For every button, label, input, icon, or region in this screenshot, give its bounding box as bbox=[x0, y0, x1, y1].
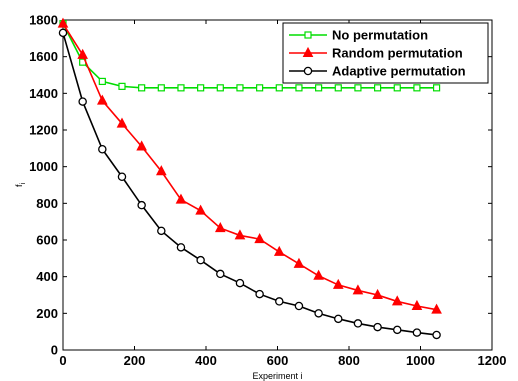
series-random-permutation bbox=[57, 17, 442, 314]
triangle-marker bbox=[155, 165, 167, 176]
circle-marker bbox=[78, 97, 87, 106]
circle-marker bbox=[255, 289, 264, 299]
circle-marker bbox=[157, 226, 166, 236]
legend-item: Adaptive permutation bbox=[289, 64, 466, 79]
triangle-marker bbox=[293, 257, 305, 268]
square-marker bbox=[432, 84, 441, 92]
legend-label: No permutation bbox=[332, 28, 428, 43]
circle-marker bbox=[117, 172, 127, 181]
circle-marker bbox=[314, 309, 323, 318]
circle-marker bbox=[334, 314, 343, 324]
x-tick-label: 400 bbox=[195, 353, 217, 368]
triangle-marker bbox=[411, 299, 423, 310]
square-marker bbox=[157, 84, 165, 92]
axes: 0 200 400 600 800 1000 1200 0 200 400 600 800 1000 12… bbox=[14, 13, 506, 381]
circle-marker bbox=[393, 325, 402, 335]
triangle-marker bbox=[431, 303, 442, 314]
y-tick-label: 1000 bbox=[29, 159, 58, 174]
circle-marker bbox=[196, 255, 205, 265]
triangle-marker bbox=[57, 17, 69, 28]
square-marker bbox=[138, 84, 146, 92]
circle-marker bbox=[373, 322, 382, 332]
plot-series bbox=[57, 17, 442, 340]
series-no-permutation bbox=[59, 20, 441, 92]
y-tick-label: 400 bbox=[36, 269, 58, 284]
x-tick-label: 200 bbox=[124, 353, 146, 368]
legend-label: Adaptive permutation bbox=[332, 64, 466, 79]
series-adaptive-permutation bbox=[58, 28, 441, 340]
square-marker bbox=[393, 84, 401, 92]
square-marker bbox=[197, 84, 205, 92]
circle-marker bbox=[98, 144, 107, 154]
legend-label: Random permutation bbox=[332, 46, 463, 61]
circle-marker bbox=[235, 278, 245, 288]
triangle-marker bbox=[273, 245, 285, 256]
square-marker bbox=[413, 84, 421, 92]
legend-item: Random permutation bbox=[289, 46, 463, 61]
triangle-marker bbox=[175, 193, 187, 204]
x-tick-label: 600 bbox=[267, 353, 289, 368]
triangle-marker bbox=[372, 288, 383, 299]
triangle-marker bbox=[391, 295, 403, 306]
y-tick-label: 1400 bbox=[29, 86, 58, 101]
square-marker bbox=[304, 31, 312, 39]
x-tick-label: 800 bbox=[338, 353, 360, 368]
square-marker bbox=[98, 77, 106, 86]
y-tick-label: 800 bbox=[36, 196, 58, 211]
square-marker bbox=[118, 82, 126, 90]
triangle-marker bbox=[332, 278, 344, 289]
circle-marker bbox=[216, 269, 225, 279]
circle-marker bbox=[303, 66, 313, 76]
x-tick-label: 0 bbox=[59, 353, 66, 368]
square-marker bbox=[216, 84, 224, 92]
y-tick-label: 200 bbox=[36, 306, 58, 321]
circle-marker bbox=[412, 328, 422, 337]
square-marker bbox=[315, 84, 323, 92]
x-axis-label: Experiment i bbox=[252, 371, 302, 381]
triangle-marker bbox=[116, 117, 128, 128]
triangle-marker bbox=[313, 269, 324, 280]
triangle-marker bbox=[77, 48, 88, 59]
y-tick-label: 1800 bbox=[29, 13, 58, 28]
circle-marker bbox=[432, 330, 441, 340]
y-tick-label: 1200 bbox=[29, 123, 58, 138]
circle-marker bbox=[294, 301, 304, 311]
y-tick-label: 0 bbox=[51, 343, 58, 358]
triangle-marker bbox=[352, 284, 364, 295]
circle-marker bbox=[353, 319, 363, 328]
square-marker bbox=[374, 84, 382, 92]
y-axis-label: fi bbox=[14, 183, 27, 188]
y-tick-label: 1600 bbox=[29, 49, 58, 64]
triangle-marker bbox=[302, 46, 314, 57]
square-marker bbox=[177, 84, 185, 92]
triangle-marker bbox=[214, 222, 226, 233]
square-marker bbox=[256, 84, 264, 92]
x-tick-label: 1200 bbox=[478, 353, 507, 368]
square-marker bbox=[275, 84, 283, 92]
triangle-marker bbox=[254, 233, 265, 244]
circle-marker bbox=[58, 28, 68, 38]
square-marker bbox=[354, 84, 362, 92]
triangle-marker bbox=[136, 140, 147, 151]
triangle-marker bbox=[234, 229, 246, 240]
x-tick-label: 1000 bbox=[406, 353, 435, 368]
triangle-marker bbox=[96, 94, 108, 105]
legend-item: No permutation bbox=[289, 28, 428, 43]
legend: No permutation Random permutation Adaptive… bbox=[282, 22, 489, 84]
square-marker bbox=[236, 84, 244, 92]
y-axis-label-subscript: i bbox=[20, 183, 27, 185]
circle-marker bbox=[137, 200, 146, 210]
square-marker bbox=[295, 84, 303, 92]
circle-marker bbox=[176, 243, 186, 252]
y-tick-label: 600 bbox=[36, 233, 58, 248]
square-marker bbox=[334, 84, 342, 92]
triangle-marker bbox=[195, 204, 206, 215]
circle-marker bbox=[275, 297, 284, 306]
